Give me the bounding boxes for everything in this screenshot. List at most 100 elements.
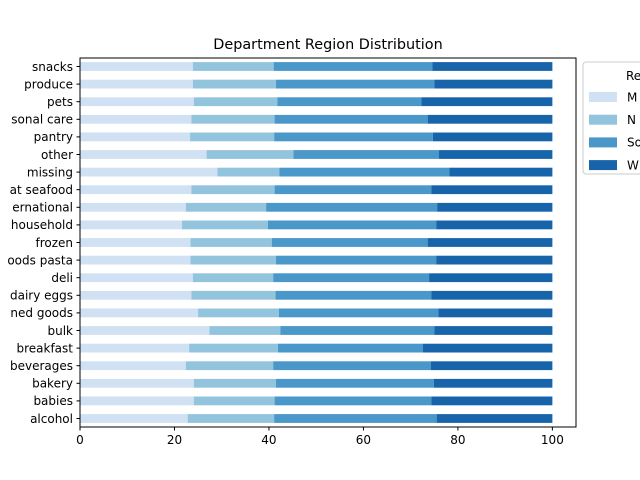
y-tick-label: pets: [47, 95, 73, 109]
legend-swatch: [589, 160, 617, 171]
bar-segment: [278, 308, 439, 318]
bar-segment: [422, 343, 553, 353]
bar-segment: [80, 396, 194, 406]
y-tick-label: babies: [33, 394, 73, 408]
bar-segment: [274, 185, 432, 195]
bar-segment: [190, 255, 277, 265]
bar-segment: [182, 220, 268, 230]
y-tick-label: frozen: [35, 236, 73, 250]
bar-segment: [274, 396, 432, 406]
bar-segment: [80, 414, 188, 423]
bar-segment: [80, 62, 193, 71]
y-tick-label: bakery: [32, 377, 73, 391]
bar-segment: [192, 79, 277, 89]
bar-segment: [190, 132, 275, 142]
y-tick-label: snacks: [32, 60, 73, 74]
bar-segment: [191, 290, 276, 300]
legend-label: M: [627, 90, 637, 104]
bar-segment: [80, 238, 191, 247]
y-axis-ticks: snacks produce pets sonal care pantry other mi…: [7, 60, 80, 426]
x-tick-label: 20: [167, 433, 182, 447]
y-tick-label: dairy eggs: [10, 289, 73, 303]
x-tick-label: 100: [541, 433, 564, 447]
legend-swatch: [589, 114, 617, 125]
bar-segment: [421, 97, 553, 107]
legend-swatch: [589, 137, 617, 148]
bars-layer: [80, 62, 553, 423]
bar-segment: [430, 361, 553, 371]
bar-segment: [80, 361, 186, 371]
bar-segment: [206, 150, 294, 159]
bar-segment: [432, 132, 553, 142]
bar-segment: [193, 396, 275, 406]
plot-frame: [79, 57, 577, 428]
bar-segment: [280, 326, 435, 335]
y-tick-label: missing: [27, 165, 73, 179]
bar-segment: [438, 308, 553, 318]
bar-segment: [80, 79, 193, 89]
x-tick-label: 60: [356, 433, 371, 447]
bar-segment: [198, 308, 279, 318]
bar-segment: [80, 185, 192, 195]
y-tick-label: pantry: [34, 130, 73, 144]
bar-segment: [185, 202, 267, 212]
bar-segment: [436, 220, 553, 230]
bar-segment: [80, 308, 199, 318]
bar-segment: [431, 290, 553, 300]
legend-items: MN So W: [589, 90, 640, 172]
bar-segment: [436, 414, 553, 423]
bar-segment: [80, 343, 190, 353]
bar-segment: [266, 202, 438, 212]
legend-label: W: [627, 158, 639, 172]
bar-segment: [217, 167, 280, 177]
bar-segment: [277, 97, 422, 107]
bar-segment: [193, 378, 277, 388]
bar-segment: [276, 255, 437, 265]
bar-segment: [276, 378, 434, 388]
bar-segment: [274, 132, 433, 142]
bar-segment: [449, 167, 553, 177]
bar-segment: [80, 150, 207, 159]
y-tick-label: oods pasta: [7, 253, 73, 267]
y-tick-label: other: [41, 148, 73, 162]
bar-segment: [191, 185, 275, 195]
bar-segment: [274, 414, 437, 423]
bar-segment: [276, 79, 435, 89]
y-tick-label: breakfast: [16, 341, 73, 355]
bar-segment: [432, 62, 553, 71]
x-tick-label: 80: [450, 433, 465, 447]
bar-segment: [271, 238, 428, 247]
bar-segment: [192, 273, 274, 283]
y-tick-label: at seafood: [10, 183, 73, 197]
bar-segment: [185, 361, 274, 371]
y-tick-label: household: [11, 218, 73, 232]
bar-segment: [434, 326, 553, 335]
x-tick-label: 40: [261, 433, 276, 447]
bar-segment: [80, 378, 194, 388]
y-tick-label: ned goods: [10, 306, 73, 320]
legend-label: N: [627, 113, 636, 127]
bar-segment: [209, 326, 281, 335]
y-tick-label: deli: [51, 271, 73, 285]
legend: Re MN So W: [582, 61, 640, 175]
bar-segment: [434, 79, 553, 89]
bar-segment: [80, 114, 192, 124]
bar-segment: [192, 62, 274, 71]
bar-segment: [187, 414, 275, 423]
bar-segment: [80, 97, 194, 107]
bar-segment: [273, 273, 430, 283]
legend-title: Re: [626, 69, 640, 83]
bar-segment: [190, 238, 272, 247]
bar-segment: [439, 150, 553, 159]
y-tick-label: sonal care: [11, 113, 73, 127]
bar-segment: [275, 290, 432, 300]
x-tick-label: 0: [76, 433, 84, 447]
bar-segment: [433, 378, 553, 388]
bar-segment: [273, 361, 431, 371]
bar-segment: [431, 396, 553, 406]
y-tick-label: ernational: [12, 201, 73, 215]
y-tick-label: bulk: [47, 324, 73, 338]
bar-segment: [277, 343, 423, 353]
bar-segment: [189, 343, 278, 353]
